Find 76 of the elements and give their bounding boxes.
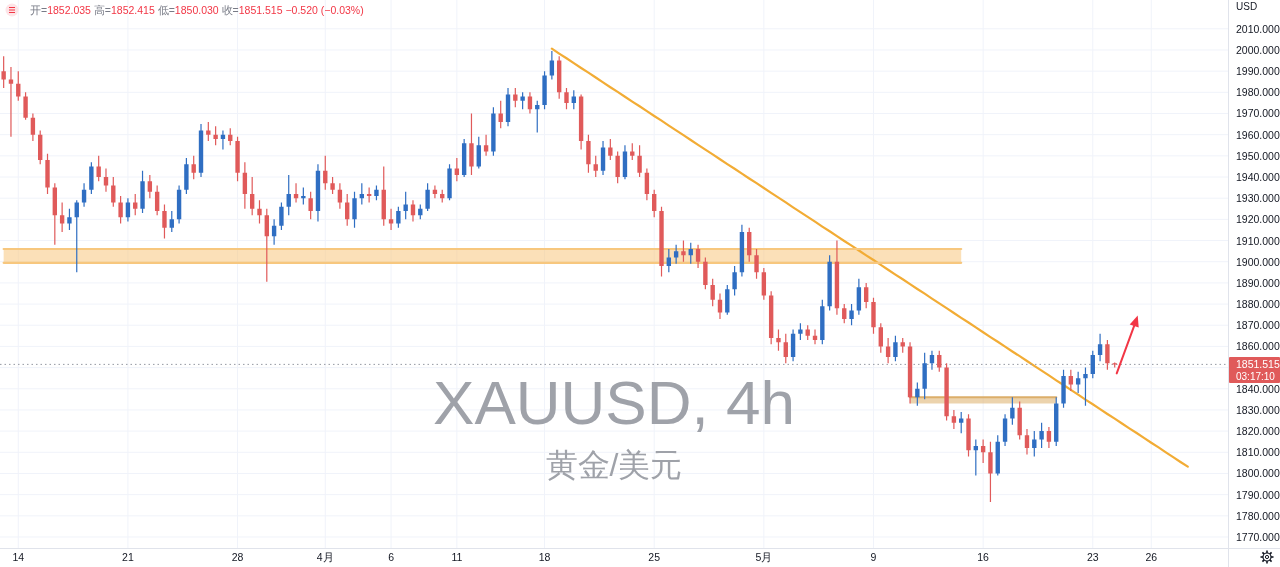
candlestick — [929, 350, 935, 370]
candlestick — [140, 170, 145, 214]
y-tick-label: 1890.000 — [1236, 276, 1280, 289]
y-tick-label: 1810.000 — [1236, 446, 1280, 459]
x-tick-label: 6 — [388, 551, 395, 563]
y-tick-label: 1860.000 — [1236, 340, 1280, 353]
candlestick — [118, 196, 123, 224]
y-tick-label: 2010.000 — [1236, 22, 1280, 35]
y-tick-label: 1920.000 — [1236, 213, 1280, 226]
text: 开=1852.035 高=1852.415 低=1850.030 收=1851.515 −0.520 (−0.03%) — [30, 4, 364, 16]
candlestick — [220, 130, 226, 150]
candlestick — [1097, 333, 1103, 362]
candlestick — [966, 414, 971, 457]
y-tick-label: 1970.000 — [1236, 107, 1280, 120]
y-tick-label: 1980.000 — [1236, 86, 1280, 99]
x-tick-label: 18 — [538, 551, 551, 563]
y-tick-label: 1900.000 — [1236, 255, 1280, 268]
y-tick-label: 1930.000 — [1236, 192, 1280, 205]
candlestick — [483, 134, 489, 156]
text: XAUUSD, 4h — [433, 368, 795, 437]
y-tick-label: 1840.000 — [1236, 382, 1280, 395]
y-tick-label: 1990.000 — [1236, 65, 1280, 78]
candlestick — [89, 162, 94, 194]
candlestick — [491, 107, 496, 156]
candlestick — [432, 185, 438, 199]
candlestick — [103, 168, 109, 192]
y-tick-label: 1790.000 — [1236, 488, 1280, 501]
x-tick-label: 11 — [451, 551, 463, 563]
y-tick-label: 1770.000 — [1236, 530, 1280, 543]
text: 黄金/美元 — [545, 447, 683, 483]
candlestick — [542, 71, 547, 110]
y-tick-label: 1800.000 — [1236, 467, 1280, 480]
candlestick — [206, 121, 211, 142]
x-tick-label: 9 — [870, 551, 877, 563]
candlestick — [8, 66, 14, 137]
candlestick — [1, 56, 6, 89]
candlestick — [513, 88, 518, 108]
candlestick — [293, 183, 299, 203]
y-tick-label: 1910.000 — [1236, 234, 1280, 247]
candlestick — [67, 208, 72, 230]
y-tick-label: 1960.000 — [1236, 128, 1280, 141]
candlestick — [849, 304, 854, 326]
y-tick-label: 1940.000 — [1236, 171, 1280, 184]
x-tick-label: 16 — [977, 551, 990, 563]
x-tick-label: 5月 — [755, 551, 773, 563]
text: 03:17:10 — [1236, 371, 1276, 383]
x-tick-label: 21 — [122, 551, 134, 563]
candlestick — [608, 138, 613, 161]
candlestick — [45, 153, 50, 194]
x-tick-label: 28 — [231, 551, 244, 563]
candlestick — [922, 352, 927, 400]
candlestick — [1061, 369, 1066, 408]
ref-line-label: 1851.515 — [1236, 358, 1280, 371]
x-tick-label: 14 — [12, 551, 25, 563]
candlestick — [812, 329, 818, 345]
y-axis-title: USD — [1236, 1, 1258, 12]
candlestick — [1039, 422, 1044, 449]
candlestick — [96, 155, 101, 182]
candlestick — [564, 88, 569, 110]
candlestick — [396, 206, 401, 228]
candlestick — [717, 293, 723, 319]
candlestick — [798, 323, 803, 341]
y-tick-label: 1830.000 — [1236, 403, 1280, 416]
x-tick-label: 25 — [648, 551, 661, 563]
y-tick-label: 1870.000 — [1236, 319, 1280, 332]
x-tick-label: 4月 — [316, 551, 334, 563]
y-tick-label: 1820.000 — [1236, 425, 1280, 438]
y-tick-label: 1950.000 — [1236, 149, 1280, 162]
y-tick-label: 1780.000 — [1236, 509, 1280, 522]
x-tick-label: 26 — [1145, 551, 1158, 563]
x-tick-label: 23 — [1086, 551, 1099, 563]
candlestick — [184, 157, 189, 194]
candlestick — [388, 208, 394, 230]
candlestick — [330, 177, 335, 194]
y-tick-label: 2000.000 — [1236, 43, 1280, 56]
y-tick-label: 1880.000 — [1236, 298, 1280, 311]
